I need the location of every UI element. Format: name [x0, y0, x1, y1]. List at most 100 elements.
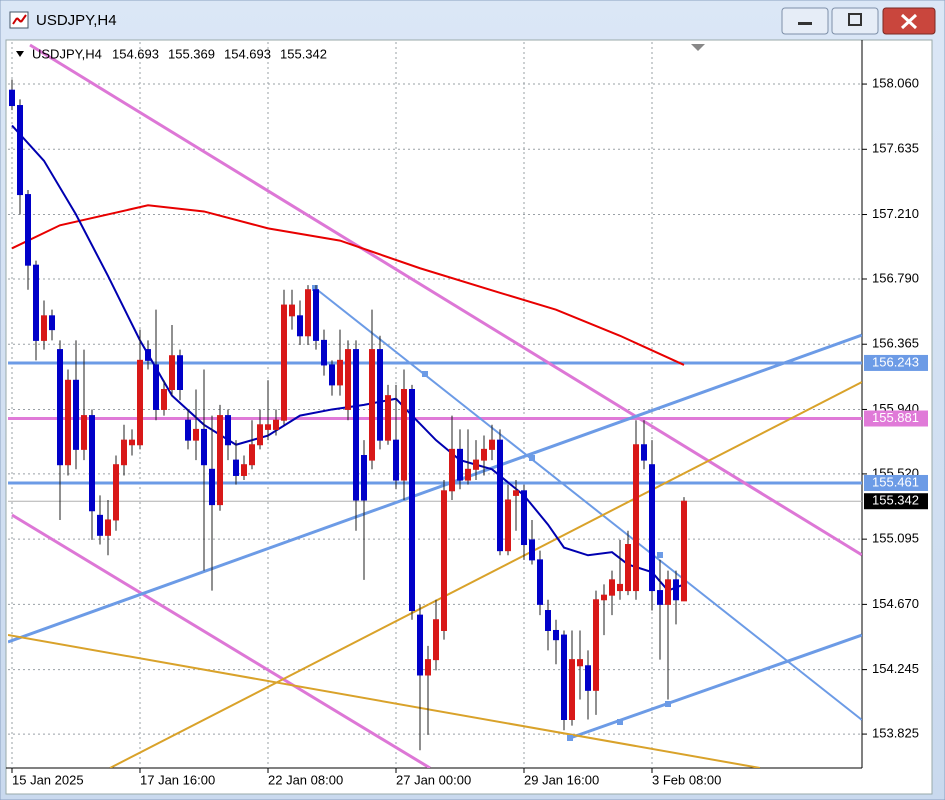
shift-marker [691, 44, 705, 51]
candle-body [89, 415, 95, 512]
candle-body [33, 264, 39, 341]
trendline [8, 634, 761, 768]
candle-body [169, 355, 175, 390]
x-tick-label: 29 Jan 16:00 [524, 772, 599, 787]
trendline [11, 513, 431, 768]
drawings [8, 43, 862, 768]
candle-body [113, 464, 119, 521]
candle-body [673, 579, 679, 601]
y-tick-label: 156.790 [872, 270, 919, 285]
candle-body [129, 439, 135, 446]
candle-body [273, 419, 279, 430]
candle-body [145, 349, 151, 361]
candle-body [385, 395, 391, 441]
candle-body [473, 459, 479, 470]
candle-body [321, 339, 327, 366]
price-label-box [864, 410, 928, 427]
candle-body [665, 579, 671, 605]
window-icon [9, 11, 29, 29]
candle-body [489, 439, 495, 450]
candle-body [633, 444, 639, 592]
candle-body [201, 428, 207, 466]
candle-body [265, 424, 271, 430]
candle-body [561, 634, 567, 720]
candle-body [217, 415, 223, 506]
candle-body [537, 559, 543, 605]
y-tick-label: 154.670 [872, 596, 919, 611]
candle-body [457, 448, 463, 481]
header-high: 155.369 [168, 46, 215, 61]
candle-body [545, 610, 551, 631]
close-button[interactable] [882, 7, 936, 35]
candle-body [257, 424, 263, 446]
candle-body [353, 349, 359, 501]
candle-body [241, 464, 247, 476]
candle-body [409, 388, 415, 612]
price-label-box [864, 474, 928, 491]
candle-body [481, 448, 487, 461]
header-open: 154.693 [112, 46, 159, 61]
candle-body [225, 415, 231, 446]
candle-body [681, 500, 687, 602]
candle-body [585, 665, 591, 691]
candle-body [289, 304, 295, 317]
candle-body [433, 619, 439, 661]
candle-body [329, 364, 335, 386]
maximize-button[interactable] [831, 7, 879, 35]
y-tick-label: 153.825 [872, 726, 919, 741]
header-marker [16, 51, 24, 57]
candle-body [97, 514, 103, 536]
candle-body [41, 315, 47, 341]
candle-body [81, 415, 87, 450]
candle-body [121, 439, 127, 466]
chart-area [5, 39, 933, 795]
candle-body [209, 468, 215, 506]
price-label-box [864, 354, 928, 371]
candle-body [449, 448, 455, 492]
candle-body [497, 439, 503, 552]
candle-body [393, 439, 399, 481]
price-label: 155.881 [872, 410, 919, 425]
y-tick-label: 157.635 [872, 141, 919, 156]
candle-body [417, 614, 423, 676]
minimize-button[interactable] [781, 7, 829, 35]
y-tick-label: 155.095 [872, 531, 919, 546]
candle-body [441, 490, 447, 631]
moving-average [11, 204, 685, 366]
last-price-label: 155.342 [872, 493, 919, 508]
candle-body [657, 590, 663, 605]
candle-body [297, 315, 303, 337]
x-tick-label: 17 Jan 16:00 [140, 772, 215, 787]
candle-body [177, 355, 183, 390]
price-label: 156.243 [872, 354, 919, 369]
candle-body [193, 428, 199, 441]
x-tick-label: 27 Jan 00:00 [396, 772, 471, 787]
y-tick-label: 157.210 [872, 206, 919, 221]
candle-body [617, 583, 623, 592]
candle-body [337, 359, 343, 386]
candle-body [233, 459, 239, 476]
candle-body [505, 499, 511, 552]
candle-body [249, 444, 255, 466]
candle-body [137, 359, 143, 446]
candle-body [569, 659, 575, 720]
price-label: 155.461 [872, 474, 919, 489]
candle-body [73, 379, 79, 450]
window-title: USDJPY,H4 [36, 12, 117, 29]
x-tick-label: 22 Jan 08:00 [268, 772, 343, 787]
candle-body [49, 315, 55, 331]
candle-body [185, 419, 191, 441]
trendline [8, 333, 862, 644]
candle-body [529, 539, 535, 561]
x-tick-label: 3 Feb 08:00 [652, 772, 721, 787]
plot [9, 79, 687, 751]
candle-body [361, 454, 367, 501]
y-tick-label: 158.060 [872, 75, 919, 90]
candle-body [521, 490, 527, 546]
trendline-anchors [312, 285, 671, 741]
header-low: 154.693 [224, 46, 271, 61]
candle-body [313, 289, 319, 341]
candle-body [161, 388, 167, 410]
y-tick-label: 154.245 [872, 661, 919, 676]
